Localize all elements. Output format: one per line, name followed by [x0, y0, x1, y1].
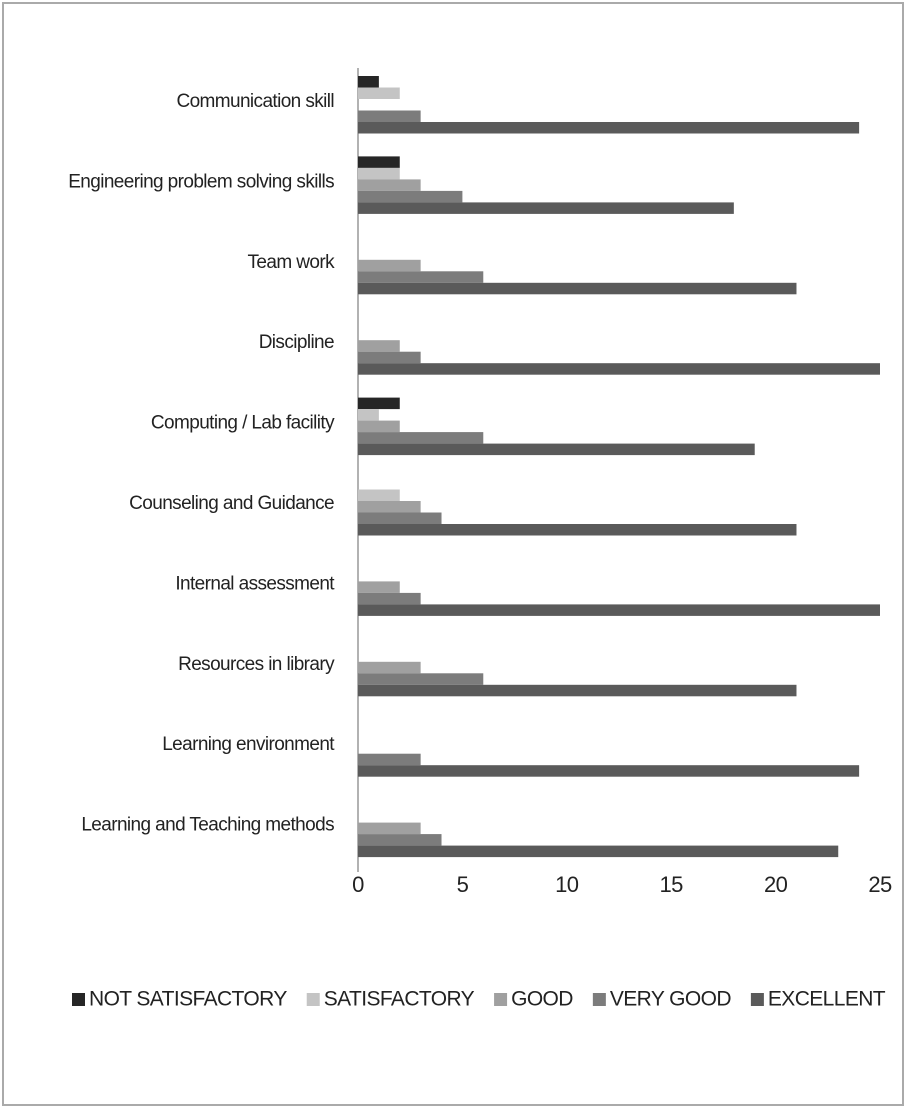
bar: [358, 340, 400, 352]
legend-swatch: [306, 993, 320, 1006]
legend-label: VERY GOOD: [610, 988, 731, 1011]
x-tick-label: 20: [764, 872, 788, 897]
y-tick-label: Counseling and Guidance: [129, 493, 334, 514]
bar: [358, 443, 755, 456]
legend-swatch: [592, 993, 606, 1006]
bar: [358, 282, 797, 295]
bar: [358, 524, 797, 536]
y-tick-label: Internal assessment: [175, 573, 335, 594]
bar: [358, 834, 442, 846]
bar: [358, 122, 860, 134]
x-tick-label: 25: [868, 872, 892, 897]
bar: [358, 765, 860, 777]
bar: [358, 409, 379, 421]
y-tick-label: Computing / Lab facility: [151, 413, 335, 434]
bar: [358, 87, 400, 99]
bar: [358, 581, 400, 593]
bar: [358, 501, 421, 513]
y-tick-label: Communication skill: [176, 91, 334, 112]
bar: [358, 271, 484, 283]
legend-label: NOT SATISFACTORY: [89, 988, 287, 1011]
bar: [358, 156, 400, 168]
y-tick-label: Team work: [248, 252, 336, 273]
bar: [358, 179, 421, 191]
bar: [358, 822, 421, 835]
legend-swatch: [750, 993, 764, 1006]
bar: [358, 167, 400, 180]
bar: [358, 604, 880, 616]
bar: [358, 363, 880, 375]
legend-label: GOOD: [511, 988, 573, 1011]
legend-label: EXCELLENT: [768, 988, 886, 1011]
legend-swatch: [494, 993, 508, 1006]
bar: [358, 684, 797, 697]
legend-label: SATISFACTORY: [324, 988, 475, 1011]
bar: [358, 661, 421, 674]
x-tick-label: 0: [352, 872, 364, 897]
bar: [358, 76, 379, 88]
bar: [358, 489, 400, 501]
bar: [358, 432, 484, 444]
bar: [358, 110, 421, 122]
y-tick-label: Learning environment: [162, 734, 335, 755]
y-tick-label: Resources in library: [178, 654, 335, 675]
bar: [358, 592, 421, 605]
bar: [358, 512, 442, 524]
bar: [358, 673, 484, 685]
bar: [358, 259, 421, 272]
legend-swatch: [72, 993, 85, 1006]
bar: [358, 845, 839, 858]
x-tick-label: 15: [660, 872, 684, 897]
bar: [358, 420, 400, 433]
x-tick-label: 5: [457, 872, 469, 897]
bar: [358, 351, 421, 364]
bar: [358, 202, 734, 214]
bar: [358, 397, 400, 410]
y-tick-label: Discipline: [259, 332, 334, 353]
bar: [358, 190, 463, 203]
y-tick-label: Learning and Teaching methods: [81, 815, 334, 836]
x-tick-label: 10: [555, 872, 579, 897]
y-tick-label: Engineering problem solving skills: [68, 171, 334, 192]
bar: [358, 753, 421, 766]
